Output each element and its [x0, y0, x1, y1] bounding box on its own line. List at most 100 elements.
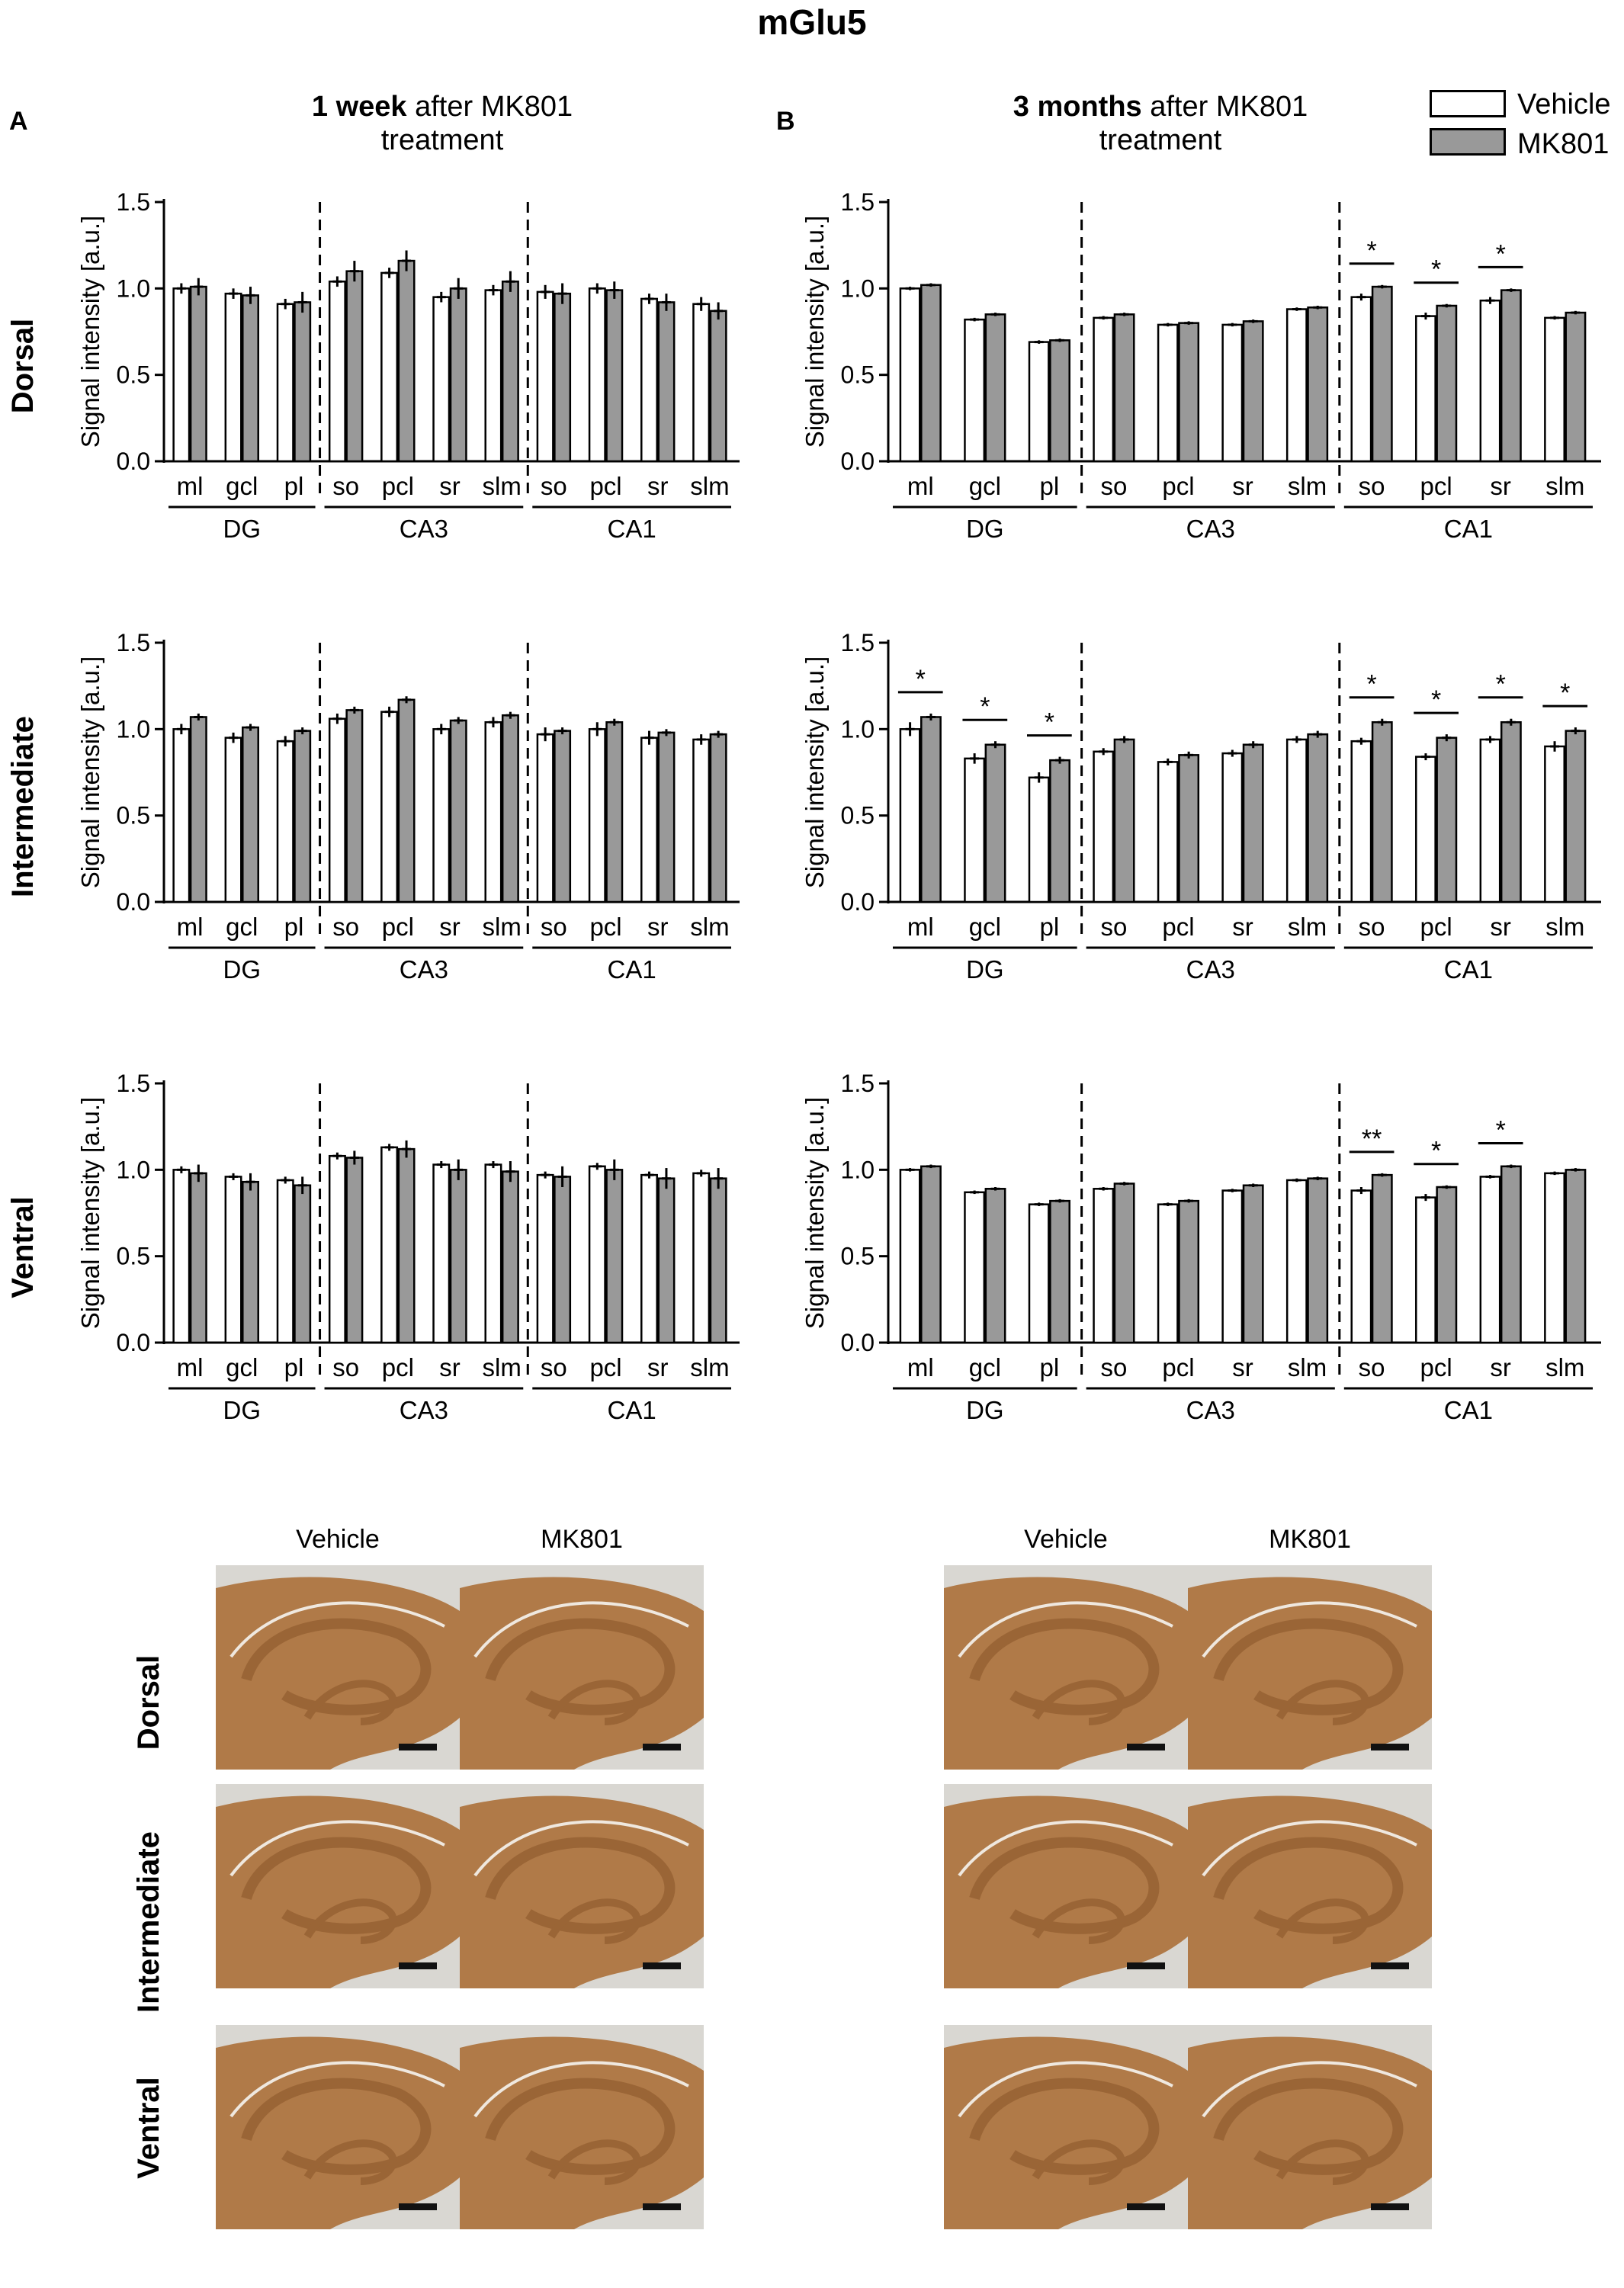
bar-vehicle: [1221, 752, 1244, 903]
x-tick-label: slm: [483, 913, 522, 941]
white-matter-tract: [1202, 1820, 1417, 1877]
x-tick-label: pl: [284, 1353, 304, 1381]
white-matter-tract: [229, 1601, 445, 1658]
x-tick-label: slm: [1545, 472, 1584, 500]
x-tick-label: pcl: [1420, 1353, 1452, 1381]
group-label: CA3: [1186, 515, 1235, 543]
x-tick-label: slm: [1545, 913, 1584, 941]
dentate-gyrus-layer: [1032, 1680, 1125, 1725]
hippocampal-layer: [485, 1837, 676, 1934]
bar-vehicle: [964, 1191, 986, 1344]
bar-vehicle: [1350, 296, 1372, 463]
bar-mk801: [1500, 1165, 1522, 1344]
y-tick-label: 1.5: [841, 1070, 875, 1097]
x-tick-label: sr: [439, 1353, 461, 1381]
group-label: DG: [966, 1396, 1004, 1424]
scale-bar: [1371, 2203, 1409, 2210]
bar-mk801: [1500, 289, 1522, 463]
micro-b-header-vehicle: Vehicle: [1024, 1525, 1108, 1554]
bar-mk801: [1565, 311, 1587, 463]
significance-marker: *: [1496, 1116, 1506, 1145]
y-tick-label: 0.0: [117, 448, 150, 475]
bar-vehicle: [692, 303, 711, 463]
micro-b-header-mk801: MK801: [1269, 1525, 1351, 1554]
significance-marker: *: [980, 692, 990, 721]
x-tick-label: ml: [177, 472, 204, 500]
dentate-gyrus-layer: [1276, 2139, 1369, 2185]
x-tick-label: pl: [1040, 472, 1060, 500]
dentate-gyrus-layer: [1276, 1680, 1369, 1725]
y-tick-label: 0.5: [117, 1243, 150, 1270]
x-tick-label: pcl: [589, 472, 621, 500]
significance-marker: *: [1366, 236, 1376, 265]
dentate-gyrus-layer: [303, 1680, 397, 1725]
bar-vehicle: [224, 1176, 242, 1344]
group-label: CA1: [608, 955, 656, 984]
bar-mk801: [1113, 1183, 1135, 1344]
bar-vehicle: [1544, 1172, 1565, 1344]
y-tick-label: 0.5: [841, 361, 875, 389]
x-tick-label: ml: [177, 1353, 204, 1381]
panel-a-title: 1 week after MK801 treatment: [213, 90, 671, 157]
white-matter-tract: [473, 2061, 689, 2118]
group-label: CA3: [1186, 1396, 1235, 1424]
y-tick-label: 0.5: [117, 802, 150, 830]
x-tick-label: pl: [1040, 913, 1060, 941]
white-matter-tract: [473, 1820, 689, 1877]
bar-mk801: [294, 1184, 312, 1344]
bar-vehicle: [640, 1173, 658, 1344]
y-tick-label: 0.5: [117, 361, 150, 389]
bar-vehicle: [1157, 323, 1179, 463]
bar-vehicle: [1285, 308, 1308, 463]
bar-mk801: [554, 730, 572, 903]
hippocampal-layer: [1213, 1837, 1404, 1934]
bar-vehicle: [1157, 761, 1179, 903]
bar-mk801: [605, 289, 624, 463]
x-tick-label: so: [1359, 1353, 1385, 1381]
bar-vehicle: [172, 1169, 191, 1344]
group-label: CA1: [608, 1396, 656, 1424]
bar-mk801: [294, 301, 312, 463]
bar-mk801: [345, 270, 364, 463]
dentate-gyrus-layer: [1032, 1898, 1125, 1944]
bar-vehicle: [276, 303, 294, 463]
tissue-section: [460, 1577, 704, 1770]
x-tick-label: pl: [1040, 1353, 1060, 1381]
tissue-section: [216, 2036, 460, 2229]
x-tick-label: sr: [647, 1353, 669, 1381]
group-label: CA1: [1444, 955, 1493, 984]
bar-mk801: [1049, 759, 1070, 903]
significance-marker: *: [1431, 255, 1441, 284]
x-tick-label: so: [541, 913, 567, 941]
row-label-ventral: Ventral: [6, 1196, 40, 1298]
bar-vehicle: [1544, 316, 1565, 463]
bar-vehicle: [276, 740, 294, 903]
hippocampal-layer: [969, 2078, 1160, 2175]
bar-mk801: [709, 1177, 727, 1344]
bar-vehicle: [1415, 756, 1436, 903]
bar-mk801: [984, 743, 1006, 903]
bar-mk801: [189, 285, 207, 463]
group-label: DG: [223, 515, 262, 543]
bar-mk801: [1565, 1169, 1587, 1344]
bar-mk801: [449, 1169, 467, 1344]
bar-vehicle: [328, 717, 346, 903]
y-axis-label: Signal intensity [a.u.]: [76, 656, 104, 889]
bar-vehicle: [1415, 1196, 1436, 1344]
dentate-gyrus-layer: [303, 2139, 397, 2185]
bar-vehicle: [1544, 745, 1565, 903]
x-tick-label: ml: [907, 913, 934, 941]
bar-vehicle: [964, 757, 986, 903]
scale-bar: [399, 2203, 437, 2210]
x-tick-label: so: [1100, 1353, 1127, 1381]
bar-vehicle: [899, 728, 921, 903]
group-label: DG: [966, 515, 1004, 543]
dentate-gyrus-layer: [547, 1898, 641, 1944]
x-tick-label: gcl: [226, 913, 258, 941]
bar-mk801: [1565, 730, 1587, 903]
x-tick-label: pcl: [382, 1353, 414, 1381]
tissue-section: [216, 1577, 460, 1770]
scale-bar: [399, 1962, 437, 1969]
scale-bar: [399, 1744, 437, 1750]
bar-vehicle: [536, 733, 554, 903]
